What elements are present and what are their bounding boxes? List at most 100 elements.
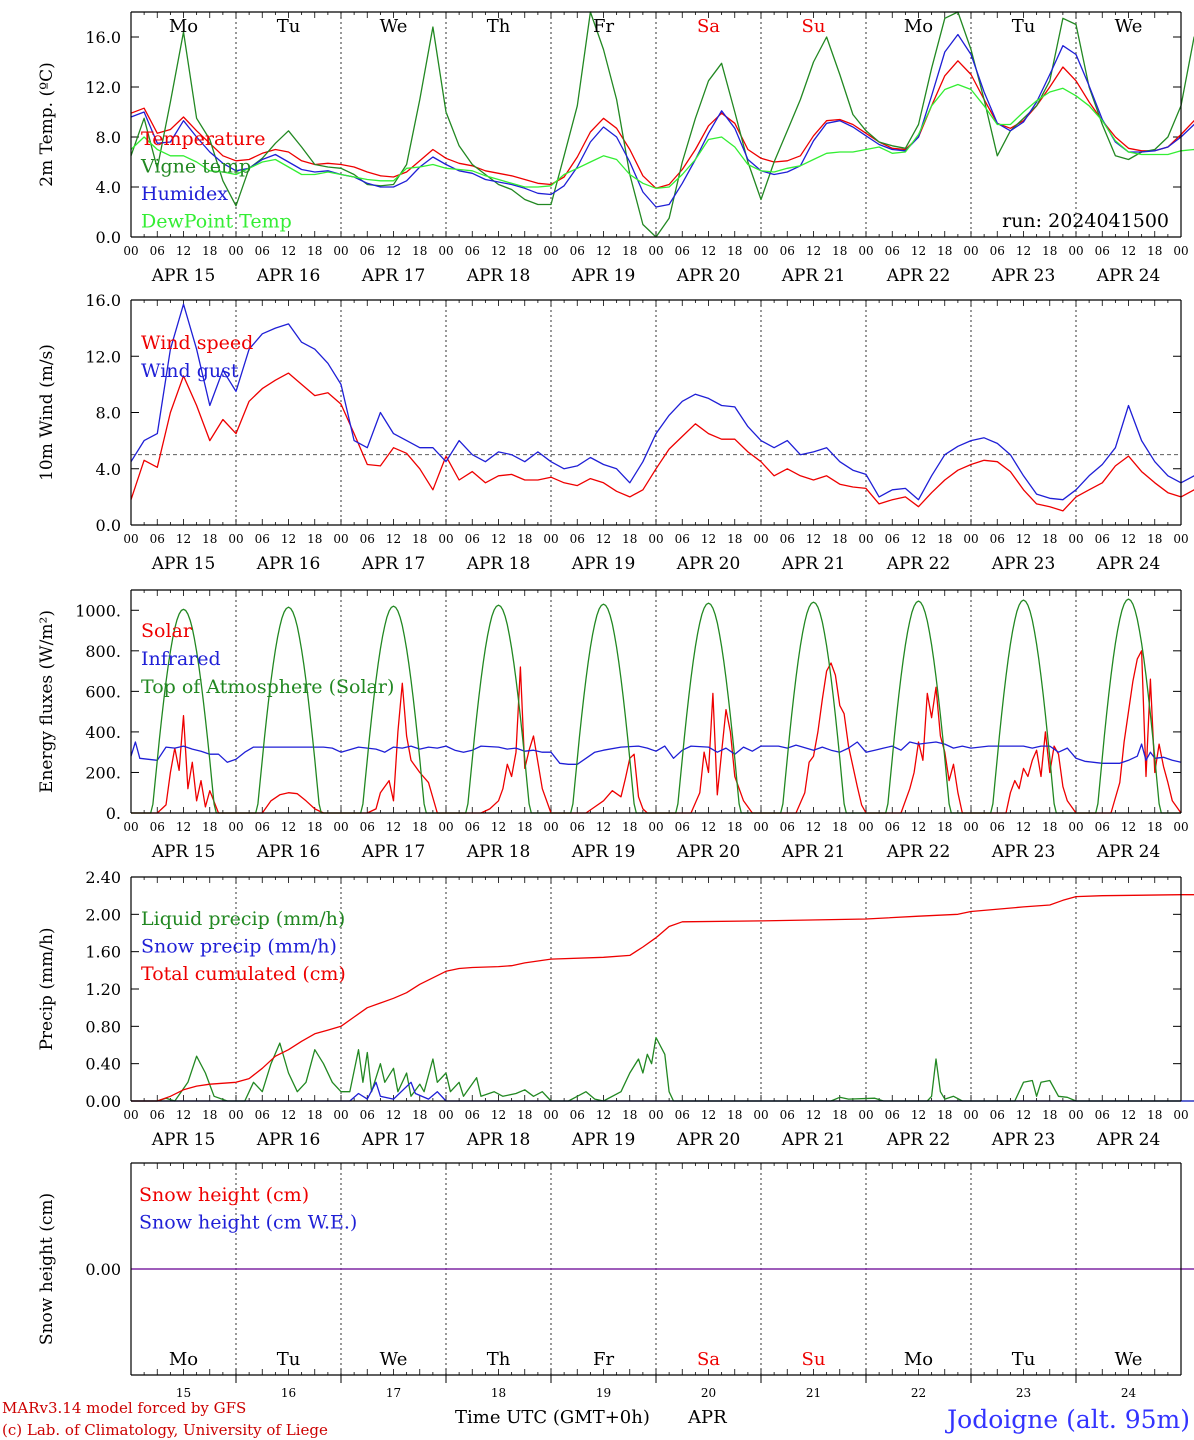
hour-tick-label: 06: [150, 532, 165, 546]
day-name-label: Fr: [593, 1349, 614, 1370]
date-label: APR 17: [361, 266, 426, 286]
hour-tick-label: 12: [281, 1108, 296, 1122]
hour-tick-label: 12: [911, 244, 926, 258]
legend-entry: Snow height (cm): [139, 1184, 309, 1206]
day-name-label: Su: [802, 16, 826, 37]
day-number-label: 17: [386, 1386, 401, 1400]
date-label: APR 17: [361, 554, 426, 574]
hour-tick-label: 06: [465, 1108, 480, 1122]
panel-1: 0.0 4.0 8.0 12.0 16.0 2m Temp. (ºC) 00 06 12 18 AP…: [37, 11, 1194, 286]
hour-tick-label: 00: [543, 532, 558, 546]
hour-tick-label: 06: [1095, 532, 1110, 546]
panel-5: 0.00 Snow height (cm) Snow height (cm) Snow…: [37, 1162, 1194, 1400]
date-label: APR 18: [466, 266, 531, 286]
date-label: APR 15: [151, 554, 216, 574]
hour-tick-label: 06: [360, 820, 375, 834]
hour-tick-label: 06: [570, 532, 585, 546]
hour-tick-label: 00: [543, 820, 558, 834]
hour-tick-label: 06: [570, 1108, 585, 1122]
y-tick-label: 0.: [106, 804, 121, 823]
day-number-label: 20: [701, 1386, 716, 1400]
day-number-label: 18: [491, 1386, 506, 1400]
hour-tick-label: 06: [780, 1108, 795, 1122]
hour-tick-label: 06: [885, 532, 900, 546]
y-tick-label: 0.80: [85, 1017, 121, 1036]
hour-tick-label: 18: [832, 1108, 847, 1122]
legend-entry: DewPoint Temp: [141, 211, 292, 233]
hour-tick-label: 06: [675, 1108, 690, 1122]
hour-tick-label: 00: [228, 532, 243, 546]
day-name-label: Tu: [1012, 1349, 1036, 1370]
series-line-snow-precip-mm-h-: [131, 1081, 1194, 1102]
hour-tick-label: 18: [1042, 244, 1057, 258]
hour-tick-label: 18: [412, 820, 427, 834]
hour-tick-label: 06: [675, 244, 690, 258]
legend-entry: Temperature: [141, 128, 265, 150]
footer-model-credit: MARv3.14 model forced by GFS: [2, 1399, 246, 1417]
hour-tick-label: 00: [123, 532, 138, 546]
hour-tick-label: 06: [780, 820, 795, 834]
hour-tick-label: 06: [255, 820, 270, 834]
hour-tick-label: 12: [1121, 1108, 1136, 1122]
legend-entry: Snow precip (mm/h): [141, 936, 337, 958]
hour-tick-label: 00: [228, 820, 243, 834]
hour-tick-label: 12: [386, 532, 401, 546]
date-label: APR 22: [886, 266, 951, 286]
day-number-label: 16: [281, 1386, 296, 1400]
hour-tick-label: 12: [176, 1108, 191, 1122]
hour-tick-label: 00: [333, 532, 348, 546]
series-line-temperature: [130, 60, 1194, 189]
hour-tick-label: 12: [176, 532, 191, 546]
day-name-label: Th: [487, 16, 511, 37]
hour-tick-label: 12: [386, 1108, 401, 1122]
day-name-label: Mo: [904, 16, 933, 37]
y-tick-label: 200.: [85, 763, 121, 782]
hour-tick-label: 18: [307, 532, 322, 546]
hour-tick-label: 12: [806, 820, 821, 834]
hour-tick-label: 06: [255, 1108, 270, 1122]
hour-tick-label: 12: [701, 532, 716, 546]
hour-tick-label: 18: [937, 820, 952, 834]
hour-tick-label: 00: [858, 244, 873, 258]
y-tick-label: 12.0: [85, 347, 121, 366]
hour-tick-label: 06: [990, 532, 1005, 546]
y-tick-label: 1000.: [75, 601, 121, 620]
hour-tick-label: 06: [1095, 1108, 1110, 1122]
hour-tick-label: 06: [255, 532, 270, 546]
hour-tick-label: 18: [727, 244, 742, 258]
date-label: APR 18: [466, 1130, 531, 1150]
legend-entry: Vigne temp: [140, 156, 251, 178]
hour-tick-label: 06: [150, 820, 165, 834]
hour-tick-label: 12: [596, 1108, 611, 1122]
day-name-label: We: [380, 16, 408, 37]
hour-tick-label: 12: [491, 1108, 506, 1122]
hour-tick-label: 06: [360, 1108, 375, 1122]
y-tick-label: 800.: [85, 642, 121, 661]
legend-entry: Liquid precip (mm/h): [141, 908, 345, 930]
date-label: APR 20: [676, 842, 741, 862]
hour-tick-label: 06: [1095, 244, 1110, 258]
date-label: APR 20: [676, 1130, 741, 1150]
day-name-label: Su: [802, 1349, 826, 1370]
hour-tick-label: 06: [990, 244, 1005, 258]
hour-tick-label: 00: [543, 1108, 558, 1122]
hour-tick-label: 12: [1016, 244, 1031, 258]
hour-tick-label: 06: [675, 820, 690, 834]
hour-tick-label: 00: [753, 244, 768, 258]
hour-tick-label: 18: [1042, 532, 1057, 546]
hour-tick-label: 12: [911, 532, 926, 546]
hour-tick-label: 00: [438, 1108, 453, 1122]
day-number-label: 15: [176, 1386, 191, 1400]
hour-tick-label: 00: [963, 244, 978, 258]
hour-tick-label: 18: [1147, 820, 1162, 834]
series-line-total-cumulated-cm-: [131, 894, 1194, 1102]
day-name-label: Mo: [169, 1349, 198, 1370]
hour-tick-label: 12: [176, 244, 191, 258]
y-tick-label: 12.0: [85, 78, 121, 97]
x-axis-month: APR: [687, 1407, 727, 1428]
hour-tick-label: 18: [202, 820, 217, 834]
y-axis-title: Precip (mm/h): [37, 927, 57, 1050]
hour-tick-label: 00: [543, 244, 558, 258]
hour-tick-label: 18: [622, 532, 637, 546]
legend-entry: Solar: [141, 620, 193, 642]
